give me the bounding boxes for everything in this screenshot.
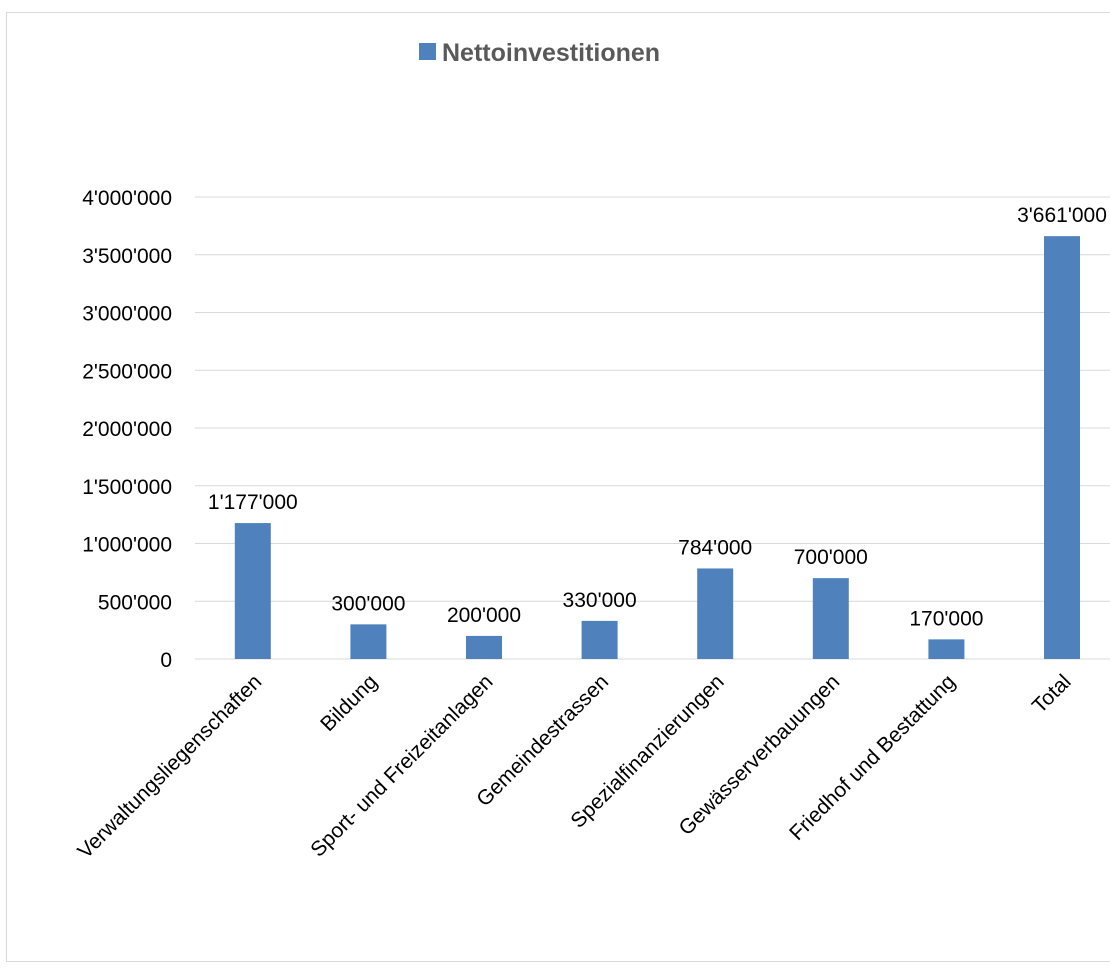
y-axis-tick-labels: 0 500'000 1'000'000 1'500'000 2'000'000 2'500… [82, 187, 172, 672]
x-tick-label: Bildung [316, 670, 382, 736]
y-tick-label: 4'000'000 [82, 187, 172, 210]
bar [581, 620, 618, 659]
x-tick-label: Sport- und Freizeitanlagen [306, 670, 497, 861]
data-label: 1'177'000 [208, 491, 298, 514]
bar [1044, 236, 1080, 660]
legend-entry: Nettoinvestitionen [442, 39, 660, 67]
x-tick-label: Verwaltungsliegenschaften [73, 670, 266, 863]
data-label: 300'000 [331, 592, 405, 615]
legend: Nettoinvestitionen [419, 39, 660, 67]
data-label: 170'000 [909, 607, 983, 630]
legend-swatch [419, 43, 436, 60]
bar [466, 635, 502, 659]
bars [234, 236, 1080, 660]
y-tick-label: 500'000 [98, 591, 172, 614]
data-label: 700'000 [794, 546, 868, 569]
data-labels: 1'177'000 300'000 200'000 330'000 784'000 700… [208, 204, 1107, 630]
x-tick-label: Total [1028, 670, 1076, 718]
y-tick-label: 1'500'000 [82, 476, 172, 499]
data-label: 784'000 [678, 536, 752, 559]
bar [697, 568, 734, 659]
y-tick-label: 1'000'000 [82, 534, 172, 557]
y-tick-label: 0 [160, 649, 172, 672]
data-label: 200'000 [447, 604, 521, 627]
data-label: 3'661'000 [1017, 204, 1107, 227]
y-tick-label: 2'500'000 [82, 360, 172, 383]
bar [234, 523, 271, 659]
gridlines [195, 196, 1110, 660]
y-tick-label: 3'500'000 [82, 245, 172, 268]
bar [928, 639, 965, 659]
y-tick-label: 3'000'000 [82, 303, 172, 326]
y-tick-label: 2'000'000 [82, 418, 172, 441]
chart-frame [6, 12, 1110, 962]
data-label: 330'000 [563, 589, 637, 612]
bar [350, 624, 387, 659]
bar [812, 578, 849, 659]
